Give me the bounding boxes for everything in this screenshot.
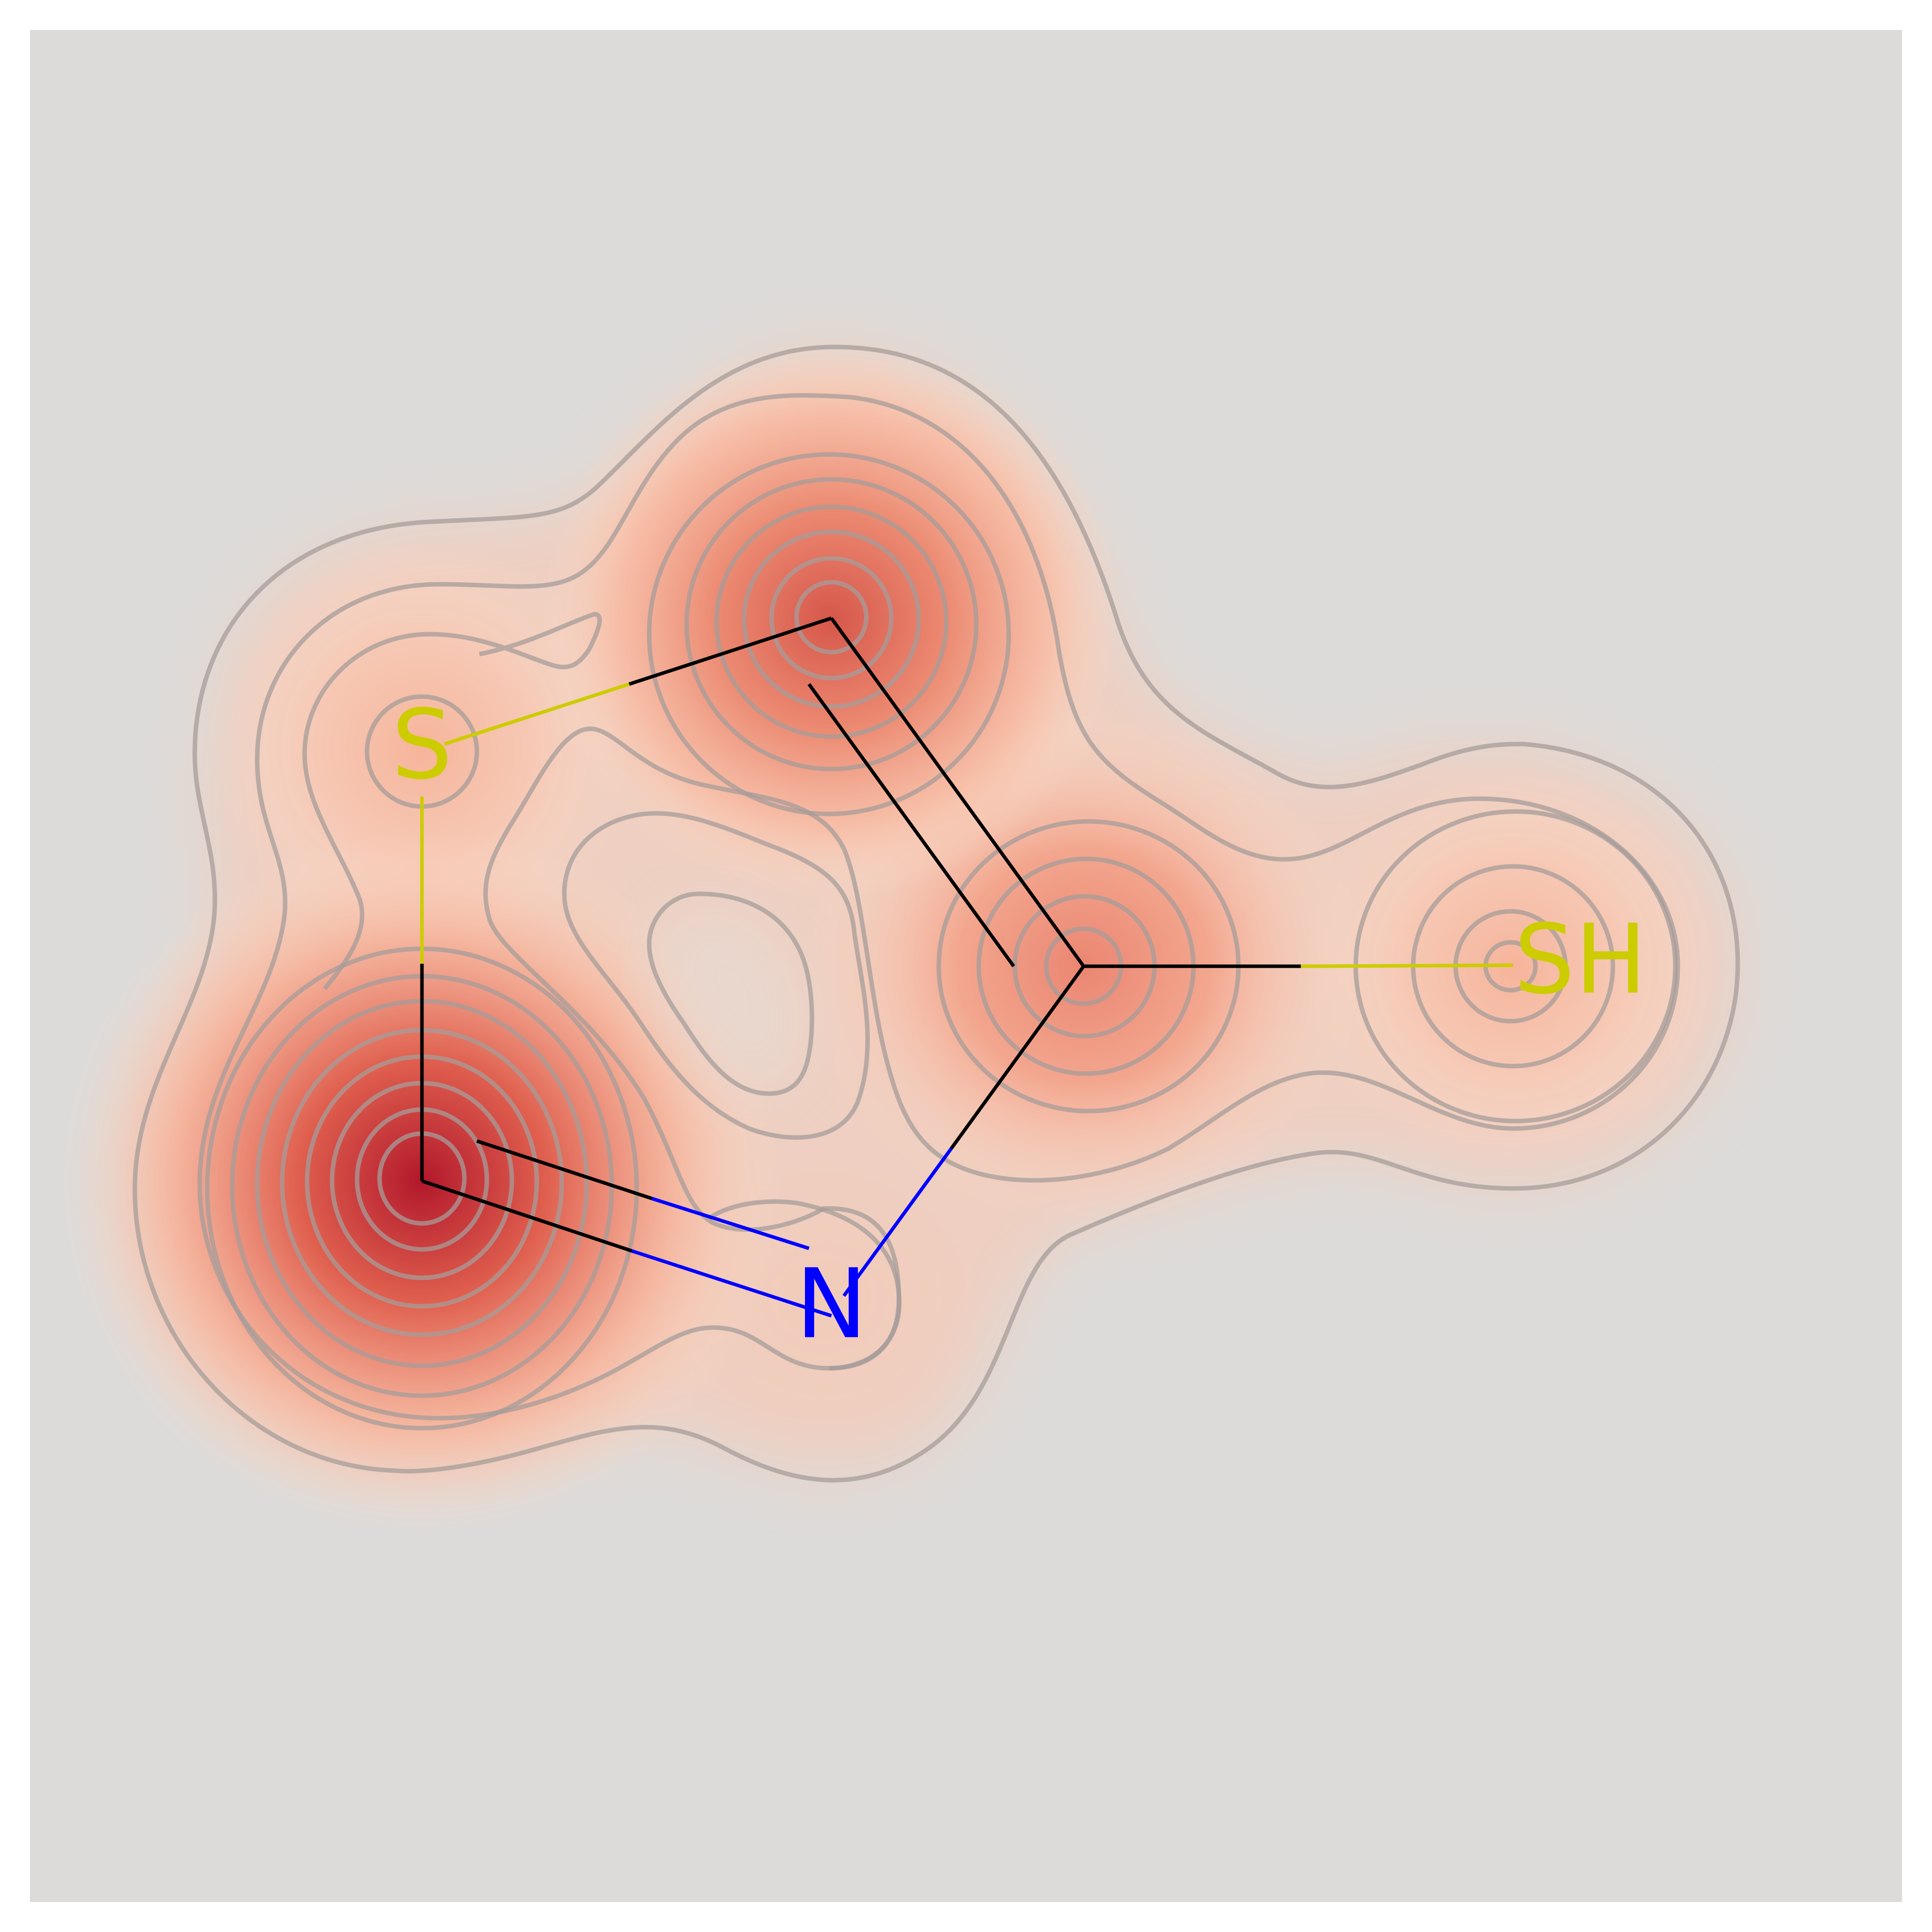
atom-labels: S SH N [391,690,1647,1360]
contour-c2-ring-3 [714,504,949,739]
contour-c2-ring-4 [742,529,921,709]
bond-n1-c1-outer-carbon [421,1179,633,1253]
bond-c2-c3-inner [807,683,1015,968]
contour-c2-ring-2 [684,477,979,772]
bond-n1-c1-inner-nitrogen [651,1196,810,1250]
atom-label-s2: SH [1514,904,1647,1016]
contour-second [197,393,1680,1421]
contour-c2-ring-1 [647,452,1011,816]
bonds [420,616,1514,1318]
contour-c2-ring-5 [769,556,894,681]
contour-s1-link [302,754,365,990]
bond-s1-c2-sulfur [443,682,630,746]
bond-c3-n1-carbon [950,965,1085,1150]
bond-c2-c3-outer [830,617,1085,968]
contour-hole-inner [647,891,814,1096]
bond-n1-c1-inner-carbon [476,1139,653,1200]
atom-label-s1: S [391,690,452,801]
atom-label-n1: N [795,1249,867,1360]
contour-outer [132,345,1740,1483]
contour-hole-outer [562,811,870,1140]
bond-s1-c2-carbon [628,616,832,686]
bond-c3-n1-nitrogen [842,1147,953,1297]
field-ring-hole [652,904,805,1094]
contour-s1-ring-1 [302,612,602,755]
contour-n1-ring [708,1199,902,1371]
bond-n1-c1-outer-nitrogen [631,1249,832,1318]
contour-c2-ring-6 [794,580,869,655]
bond-c3-s2-sulfur [1300,963,1514,968]
